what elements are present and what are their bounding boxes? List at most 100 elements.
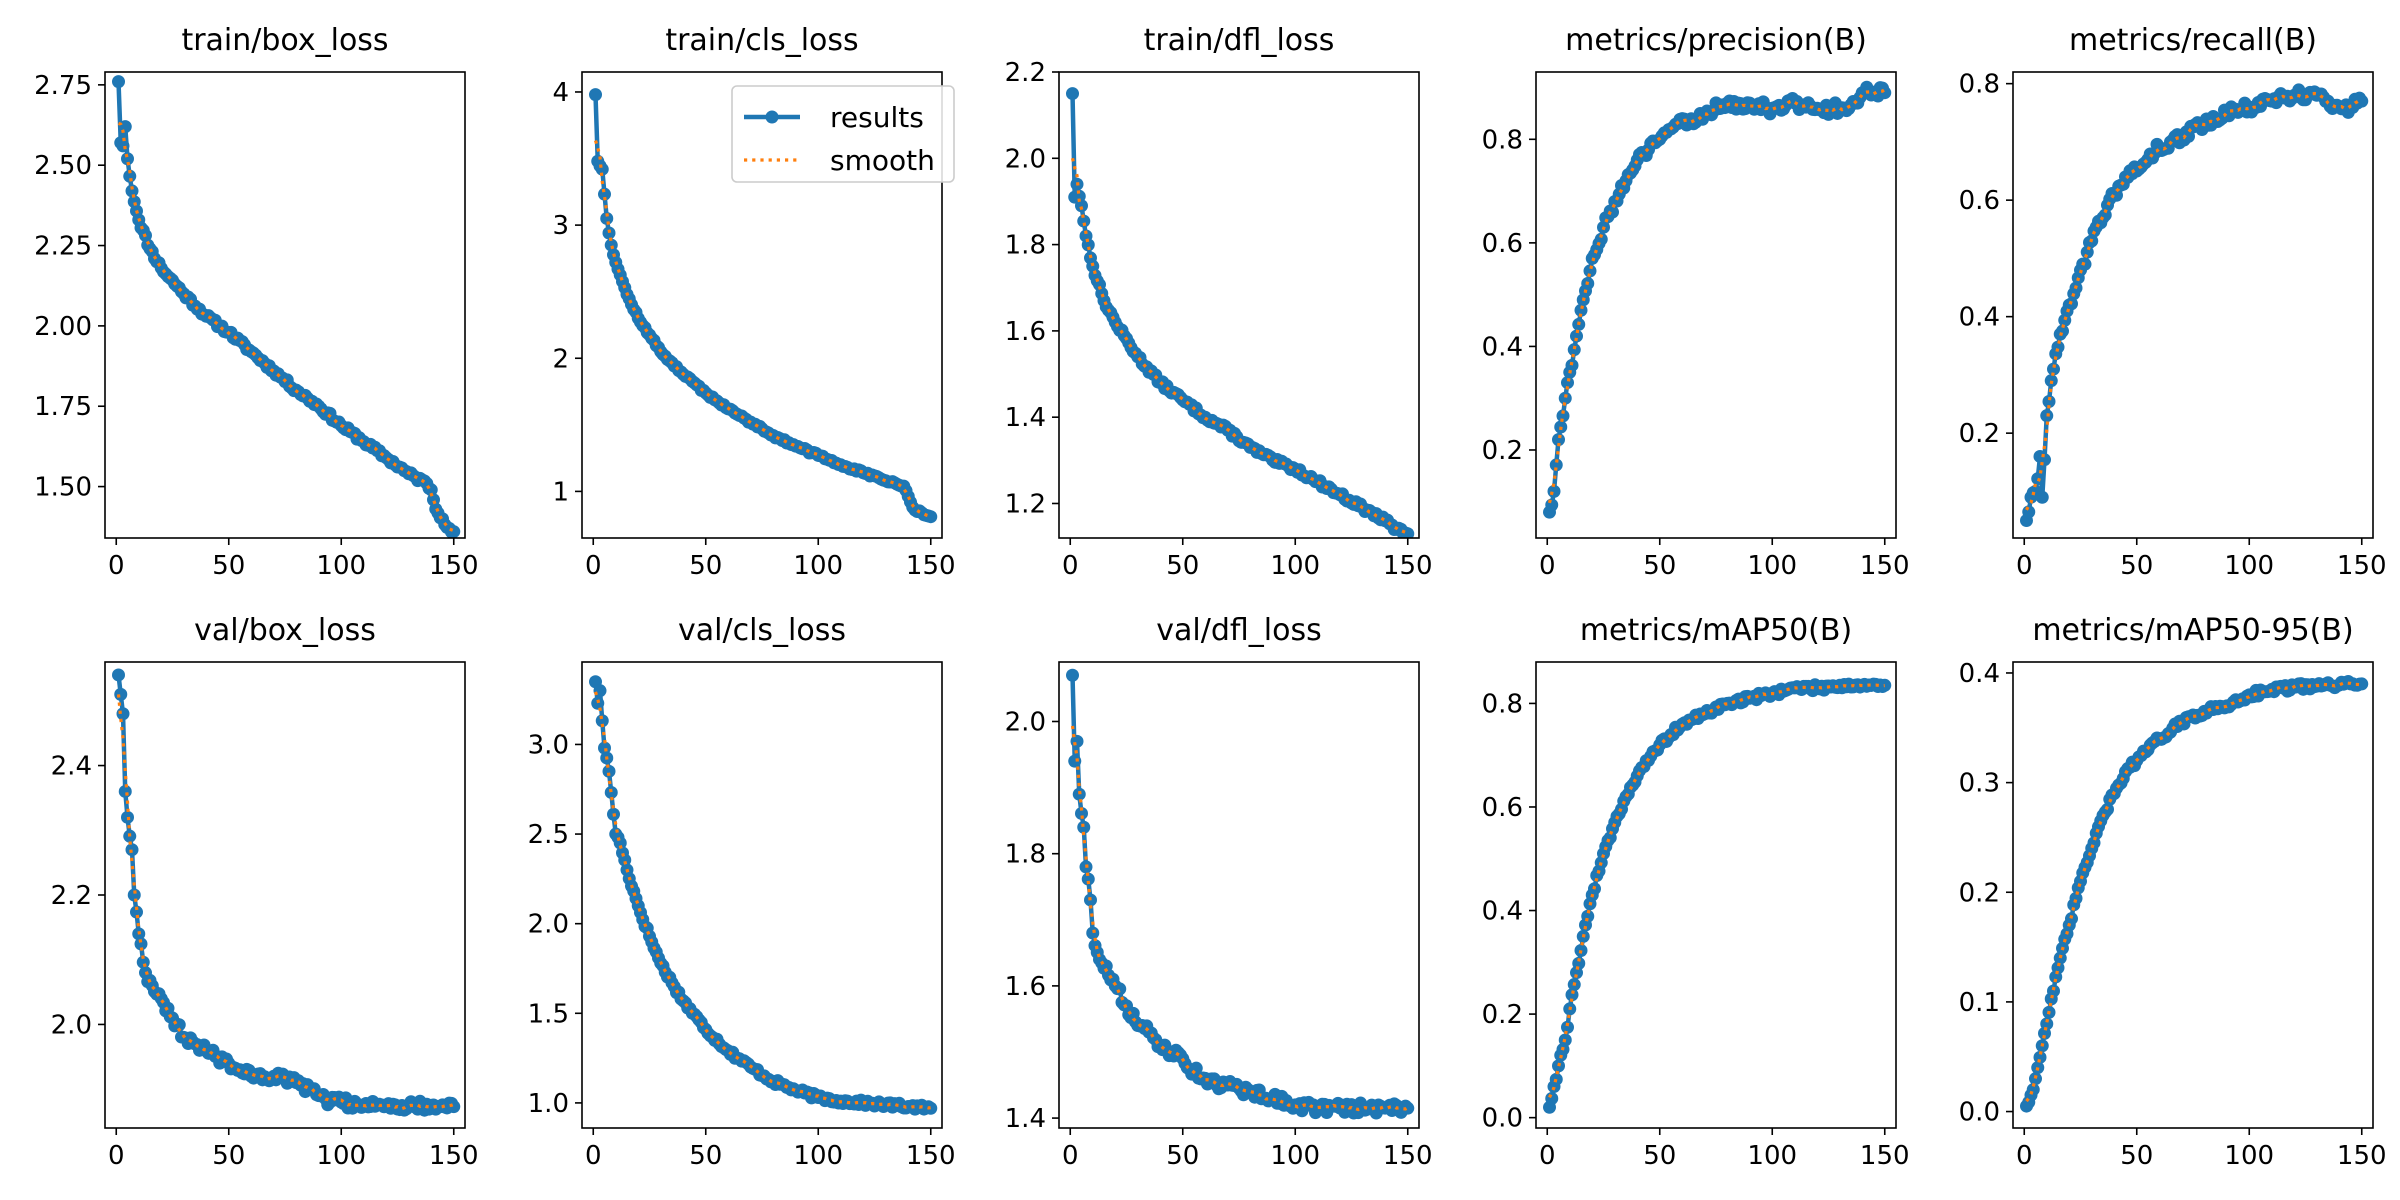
x-tick-label: 100: [316, 551, 366, 581]
subplot-train-cls-loss: train/cls_loss 0 50 100 150 1 2 3 4 results smooth: [552, 23, 955, 581]
subplot-title: train/cls_loss: [665, 23, 858, 58]
y-tick-label: 0.4: [1959, 659, 2000, 689]
results-point: [604, 785, 618, 799]
results-point: [589, 88, 602, 102]
smooth-line: [1548, 683, 1885, 1099]
x-tick-label: 150: [906, 1141, 956, 1171]
results-point: [1583, 264, 1597, 278]
x-tick-label: 50: [689, 551, 722, 581]
x-tick-label: 100: [793, 1141, 843, 1171]
y-tick-label: 2.75: [34, 71, 92, 101]
x-tick-label: 100: [2224, 551, 2274, 581]
x-tick-label: 0: [108, 551, 125, 581]
results-point: [1113, 982, 1127, 996]
results-point: [1401, 527, 1415, 538]
results-markers: [589, 675, 938, 1116]
results-point: [1066, 668, 1079, 682]
y-tick-label: 1.8: [1005, 231, 1046, 261]
results-point: [447, 525, 461, 538]
results-point: [1556, 409, 1570, 423]
axes-frame: [2012, 71, 2374, 539]
smooth-line: [593, 691, 932, 1110]
results-point: [1066, 87, 1079, 101]
y-tick-label: 0.2: [1482, 436, 1523, 466]
subplot-val-dfl-loss: val/dfl_loss 0 50 100 150 1.4 1.6 1.8 2.0: [1005, 613, 1433, 1171]
y-tick-label: 2: [552, 344, 569, 374]
subplot-train-box-loss: train/box_loss 0 50 100 150 1.50 1.75 2.00 2.25 2…: [34, 23, 478, 581]
results-point: [118, 120, 132, 134]
y-tick-label: 0.0: [1482, 1104, 1523, 1134]
results-point: [1077, 214, 1091, 228]
legend: results smooth: [731, 85, 955, 183]
y-tick-label: 1.4: [1005, 403, 1046, 433]
results-point: [1561, 376, 1574, 390]
subplot-metrics-map50-95-b: metrics/mAP50-95(B) 0 50 100 150 0.0 0.1 0.2 0.3…: [1959, 613, 2387, 1171]
results-point: [1077, 820, 1091, 834]
results-point: [136, 955, 150, 969]
y-tick-label: 0.3: [1959, 769, 2000, 799]
results-point: [1581, 909, 1595, 923]
x-tick-label: 100: [1270, 551, 1320, 581]
subplot-metrics-recall-b: metrics/recall(B) 0 50 100 150 0.2 0.4 0.6 0.8: [1959, 23, 2387, 581]
y-tick-label: 1.6: [1005, 972, 1046, 1002]
y-tick-label: 0.8: [1959, 70, 2000, 100]
results-point: [125, 184, 139, 198]
y-tick-label: 1.50: [34, 473, 92, 503]
subplot-title: train/box_loss: [181, 23, 388, 58]
results-point: [602, 764, 616, 778]
results-point: [2029, 1072, 2042, 1086]
y-tick-label: 0.2: [1482, 1000, 1523, 1030]
y-tick-label: 0.0: [1959, 1098, 2000, 1128]
results-point: [2069, 891, 2083, 905]
plot-area: [1066, 87, 1415, 538]
results-point: [114, 687, 128, 701]
axes-frame: [1535, 71, 1897, 539]
x-tick-label: 100: [316, 1141, 366, 1171]
axes-frame: [581, 661, 943, 1129]
results-point: [2355, 677, 2369, 691]
x-tick-label: 50: [1643, 551, 1676, 581]
x-tick-label: 50: [1166, 551, 1199, 581]
subplot-metrics-precision-b: metrics/precision(B) 0 50 100 150 0.2 0.4 0.6 0.…: [1482, 23, 1910, 581]
results-point: [2047, 984, 2060, 998]
results-point: [2022, 505, 2036, 519]
plot-area: [1543, 677, 1892, 1114]
subplot-title: metrics/mAP50(B): [1580, 613, 1852, 648]
results-point: [2035, 490, 2049, 504]
plot-area: [2020, 83, 2369, 528]
plot-area: [1543, 80, 1892, 519]
y-tick-label: 2.0: [51, 1010, 92, 1040]
results-point: [1572, 956, 1586, 970]
results-point: [595, 162, 609, 176]
smooth-line: [116, 694, 455, 1111]
results-point: [1567, 343, 1581, 357]
y-tick-label: 2.4: [51, 752, 92, 782]
y-tick-label: 1.4: [1005, 1104, 1046, 1134]
subplot-val-cls-loss: val/cls_loss 0 50 100 150 1.0 1.5 2.0 2.5 3.0: [528, 613, 956, 1171]
y-tick-label: 0.2: [1959, 878, 2000, 908]
y-tick-label: 2.25: [34, 232, 92, 262]
results-point: [1606, 205, 1619, 219]
subplot-title: train/dfl_loss: [1144, 23, 1335, 58]
results-point: [598, 187, 611, 201]
x-tick-label: 150: [429, 551, 479, 581]
results-point: [602, 226, 616, 240]
y-tick-label: 0.2: [1959, 419, 2000, 449]
smooth-line: [1070, 157, 1409, 535]
results-point: [1878, 86, 1892, 100]
results-point: [1081, 238, 1095, 252]
y-tick-label: 1.5: [528, 999, 569, 1029]
results-point: [1545, 1092, 1559, 1106]
results-point: [1549, 458, 1563, 472]
subplot-title: metrics/recall(B): [2069, 23, 2317, 58]
results-point: [2033, 1050, 2047, 1064]
y-tick-label: 1: [552, 477, 569, 507]
results-point: [595, 714, 609, 728]
results-point: [1545, 498, 1559, 512]
y-tick-label: 2.5: [528, 820, 569, 850]
results-point: [1068, 754, 1082, 768]
x-tick-label: 0: [1062, 551, 1079, 581]
x-tick-label: 100: [1747, 551, 1797, 581]
x-tick-label: 100: [1747, 1141, 1797, 1171]
y-tick-label: 0.8: [1482, 125, 1523, 155]
